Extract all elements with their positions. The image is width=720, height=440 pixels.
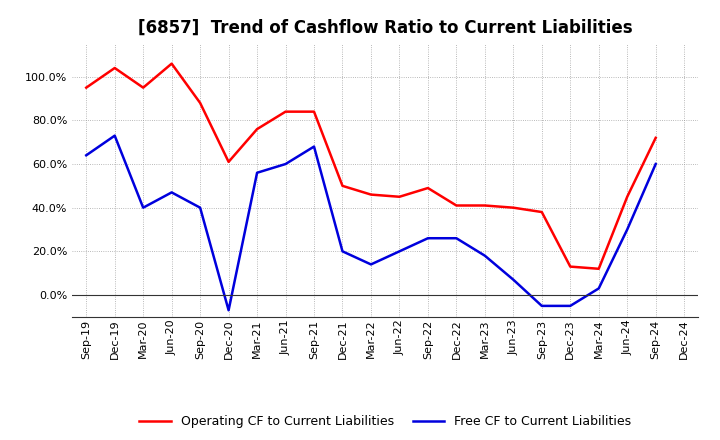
Free CF to Current Liabilities <box>652 161 660 167</box>
Title: [6857]  Trend of Cashflow Ratio to Current Liabilities: [6857] Trend of Cashflow Ratio to Curren… <box>138 19 632 37</box>
Line: Free CF to Current Liabilities: Free CF to Current Liabilities <box>86 136 656 310</box>
Free CF to Current Liabilities <box>423 235 432 241</box>
Free CF to Current Liabilities <box>509 277 518 282</box>
Free CF to Current Liabilities <box>225 308 233 313</box>
Free CF to Current Liabilities <box>623 227 631 232</box>
Line: Operating CF to Current Liabilities: Operating CF to Current Liabilities <box>86 64 656 269</box>
Operating CF to Current Liabilities <box>452 203 461 208</box>
Free CF to Current Liabilities <box>310 144 318 149</box>
Operating CF to Current Liabilities <box>423 185 432 191</box>
Free CF to Current Liabilities <box>395 249 404 254</box>
Free CF to Current Liabilities <box>196 205 204 210</box>
Operating CF to Current Liabilities <box>338 183 347 188</box>
Operating CF to Current Liabilities <box>509 205 518 210</box>
Operating CF to Current Liabilities <box>167 61 176 66</box>
Operating CF to Current Liabilities <box>310 109 318 114</box>
Free CF to Current Liabilities <box>595 286 603 291</box>
Operating CF to Current Liabilities <box>82 85 91 90</box>
Free CF to Current Liabilities <box>139 205 148 210</box>
Free CF to Current Liabilities <box>282 161 290 167</box>
Operating CF to Current Liabilities <box>225 159 233 165</box>
Free CF to Current Liabilities <box>167 190 176 195</box>
Operating CF to Current Liabilities <box>366 192 375 197</box>
Operating CF to Current Liabilities <box>537 209 546 215</box>
Operating CF to Current Liabilities <box>480 203 489 208</box>
Operating CF to Current Liabilities <box>595 266 603 271</box>
Free CF to Current Liabilities <box>566 303 575 308</box>
Free CF to Current Liabilities <box>537 303 546 308</box>
Free CF to Current Liabilities <box>338 249 347 254</box>
Free CF to Current Liabilities <box>253 170 261 176</box>
Operating CF to Current Liabilities <box>566 264 575 269</box>
Operating CF to Current Liabilities <box>652 135 660 140</box>
Operating CF to Current Liabilities <box>253 126 261 132</box>
Free CF to Current Liabilities <box>366 262 375 267</box>
Free CF to Current Liabilities <box>110 133 119 138</box>
Operating CF to Current Liabilities <box>282 109 290 114</box>
Legend: Operating CF to Current Liabilities, Free CF to Current Liabilities: Operating CF to Current Liabilities, Fre… <box>135 411 636 433</box>
Operating CF to Current Liabilities <box>395 194 404 199</box>
Operating CF to Current Liabilities <box>196 100 204 106</box>
Operating CF to Current Liabilities <box>623 194 631 199</box>
Free CF to Current Liabilities <box>452 235 461 241</box>
Free CF to Current Liabilities <box>480 253 489 258</box>
Operating CF to Current Liabilities <box>110 66 119 71</box>
Operating CF to Current Liabilities <box>139 85 148 90</box>
Free CF to Current Liabilities <box>82 153 91 158</box>
